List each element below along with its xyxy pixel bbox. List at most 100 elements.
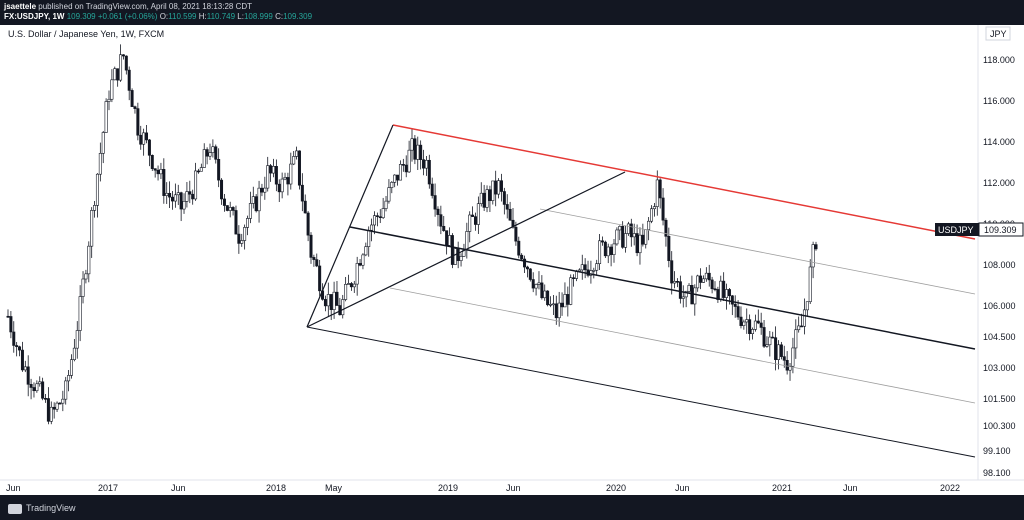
candle-body: [306, 212, 310, 236]
candle-body: [502, 191, 506, 205]
candle-body: [471, 214, 475, 217]
candle-body: [396, 174, 400, 181]
pitchfork-arm-1: [306, 124, 394, 328]
candle-body: [289, 163, 293, 185]
candle-body: [280, 178, 284, 193]
candle-body: [90, 210, 94, 247]
candle-body: [202, 149, 206, 168]
y-tick-label: 100.300: [983, 421, 1016, 431]
candlestick-chart[interactable]: U.S. Dollar / Japanese Yen, 1W, FXCM JPY…: [0, 25, 1024, 495]
candle-body: [655, 179, 659, 207]
y-tick-label: 106.000: [983, 301, 1016, 311]
candle-body: [355, 263, 359, 285]
chart-header: jsaettele published on TradingView.com, …: [4, 2, 604, 24]
candle-body: [326, 294, 330, 307]
candle-body: [445, 230, 449, 246]
candle-body: [551, 303, 555, 306]
candle-body: [727, 289, 731, 297]
candle-body: [800, 325, 804, 328]
y-tick-label: 101.500: [983, 394, 1016, 404]
candle-body: [361, 254, 365, 266]
candle-body: [410, 138, 414, 151]
candle-body: [101, 132, 105, 154]
candle-body: [6, 315, 10, 318]
candle-body: [162, 169, 166, 196]
candle-body: [150, 154, 154, 169]
candle-body: [632, 233, 636, 238]
candle-body: [814, 244, 818, 250]
candle-body: [136, 108, 140, 136]
candle-body: [121, 54, 125, 57]
candle-body: [269, 165, 273, 174]
candle-body: [427, 159, 431, 185]
candle-body: [560, 302, 564, 308]
candle-body: [450, 235, 454, 265]
candle-body: [448, 235, 452, 246]
candle-body: [179, 192, 183, 210]
candle-body: [375, 215, 379, 217]
candle-body: [217, 158, 221, 181]
high-value: 110.749: [206, 12, 236, 21]
symbol-label[interactable]: FX:USDJPY, 1W: [4, 12, 65, 21]
candle-body: [436, 208, 440, 215]
candle-body: [64, 380, 68, 400]
candle-body: [381, 208, 385, 219]
candle-body: [220, 179, 224, 200]
candle-body: [145, 132, 149, 141]
candle-body: [225, 205, 229, 211]
candle-body: [430, 183, 434, 196]
candle-body: [257, 187, 261, 212]
candle-body: [742, 321, 746, 326]
candle-body: [497, 180, 501, 195]
candle-body: [260, 187, 264, 193]
candle-body: [286, 177, 290, 185]
candle-body: [523, 258, 527, 268]
tradingview-logo[interactable]: TradingView: [8, 503, 76, 514]
tradingview-icon: [8, 503, 22, 514]
candle-body: [119, 54, 123, 81]
candle-body: [805, 301, 809, 311]
y-tick-label: 104.500: [983, 332, 1016, 342]
candle-body: [165, 192, 169, 196]
candle-body: [569, 277, 573, 305]
median-line: [349, 226, 976, 350]
price-tag-symbol: USDJPY: [938, 225, 974, 235]
candle-body: [58, 402, 62, 405]
candle-body: [574, 270, 578, 279]
candle-body: [147, 139, 151, 156]
candle-body: [332, 291, 336, 310]
x-tick-label: Jun: [171, 483, 186, 493]
candle-body: [214, 146, 218, 160]
candle-body: [652, 206, 656, 210]
candle-body: [191, 193, 195, 200]
candle-body: [779, 344, 783, 357]
candle-body: [18, 346, 22, 351]
chart-area[interactable]: U.S. Dollar / Japanese Yen, 1W, FXCM JPY…: [0, 25, 1024, 495]
candle-body: [606, 246, 610, 257]
candles-group: [6, 44, 818, 425]
lower-mid-grey-line: [389, 287, 976, 404]
candle-body: [196, 170, 200, 173]
author-name[interactable]: jsaettele: [4, 2, 37, 11]
x-tick-label: 2020: [606, 483, 626, 493]
candle-body: [525, 266, 529, 270]
candle-body: [401, 164, 405, 166]
candle-body: [626, 223, 630, 234]
y-tick-label: 116.000: [983, 96, 1015, 106]
candle-body: [638, 234, 642, 254]
candle-body: [133, 106, 137, 109]
candle-body: [52, 406, 56, 410]
candle-body: [670, 260, 674, 284]
candle-body: [234, 210, 238, 235]
candle-body: [768, 336, 772, 346]
candle-body: [240, 240, 244, 244]
candle-body: [15, 345, 19, 348]
candle-body: [205, 149, 209, 157]
candle-body: [514, 226, 518, 242]
currency-badge[interactable]: [985, 26, 1011, 41]
candle-body: [222, 198, 226, 206]
candle-body: [185, 191, 189, 202]
candle-body: [168, 192, 172, 198]
candle-body: [113, 68, 117, 81]
candle-body: [38, 381, 42, 385]
